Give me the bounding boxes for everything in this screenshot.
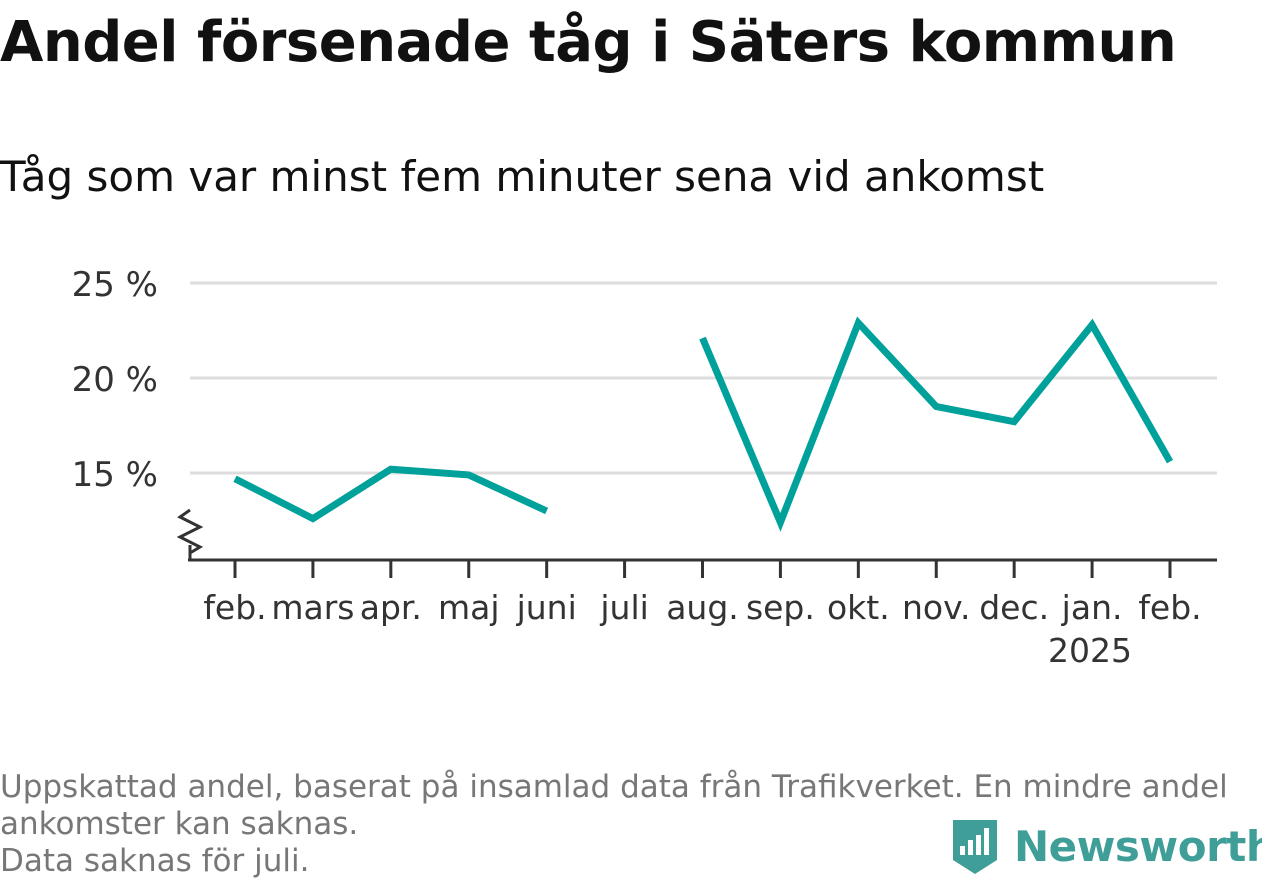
x-tick-label: mars	[271, 588, 354, 627]
y-tick-label: 20 %	[72, 360, 158, 400]
series-line	[703, 323, 1171, 523]
x-tick-label: maj	[438, 588, 500, 627]
x-tick-label: jan.	[1061, 588, 1123, 627]
x-tick-label: apr.	[360, 588, 422, 627]
grid-layer	[190, 283, 1217, 473]
series-layer	[235, 323, 1170, 523]
y-tick-label: 25 %	[72, 265, 158, 305]
x-tick-label: okt.	[827, 588, 890, 627]
x-tick-label: aug.	[666, 588, 739, 627]
x-tick-label: feb.	[203, 588, 266, 627]
newsworthy-logo-icon	[950, 816, 1000, 876]
x-tick-label: nov.	[902, 588, 971, 627]
series-line	[235, 469, 547, 518]
x-tick-label: feb.	[1138, 588, 1201, 627]
x-tick-label: juni	[516, 588, 577, 627]
x-tick-label: dec.	[979, 588, 1049, 627]
axis-layer	[180, 510, 1217, 578]
y-tick-label: 15 %	[72, 455, 158, 495]
x-tick-label: juli	[599, 588, 648, 627]
brand-name: Newsworthy	[1014, 822, 1262, 871]
x-tick-label: sep.	[746, 588, 815, 627]
brand-logo: Newsworthy	[950, 816, 1262, 876]
x-year-label: 2025	[1048, 631, 1132, 670]
footnote-line: Uppskattad andel, baserat på insamlad da…	[0, 769, 1250, 806]
